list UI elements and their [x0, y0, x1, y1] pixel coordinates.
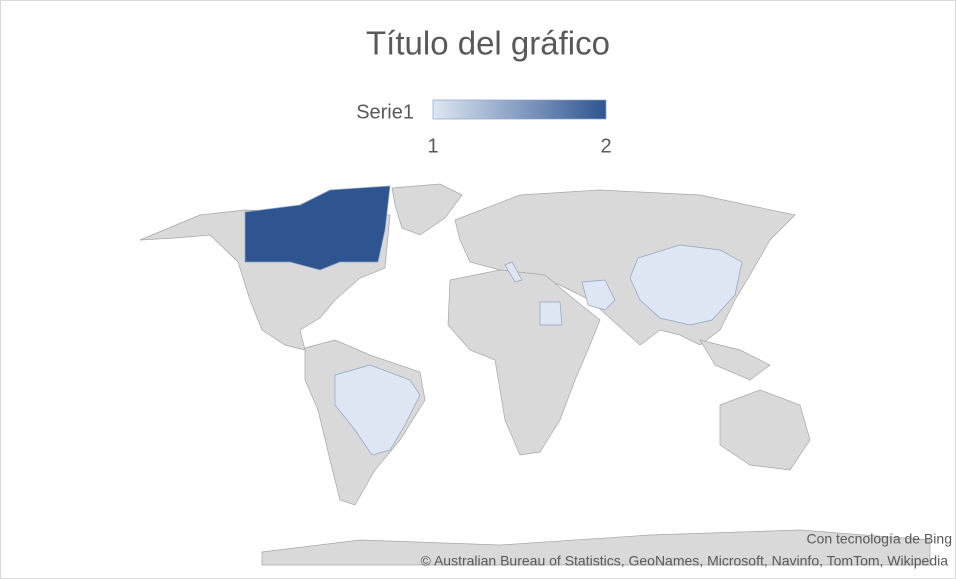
region — [629, 244, 743, 326]
chart-title: Título del gráfico — [366, 25, 610, 62]
region — [334, 364, 421, 456]
region — [244, 185, 391, 271]
attribution-sources: © Australian Bureau of Statistics, GeoNa… — [421, 553, 949, 569]
region — [581, 279, 616, 311]
region — [539, 301, 563, 326]
legend-series-name: Serie1 — [356, 101, 414, 123]
legend-gradient — [432, 99, 607, 120]
attribution-bing: Con tecnología de Bing — [806, 531, 952, 547]
region — [504, 261, 523, 283]
legend-max: 2 — [600, 135, 611, 157]
legend-min: 1 — [427, 135, 438, 157]
